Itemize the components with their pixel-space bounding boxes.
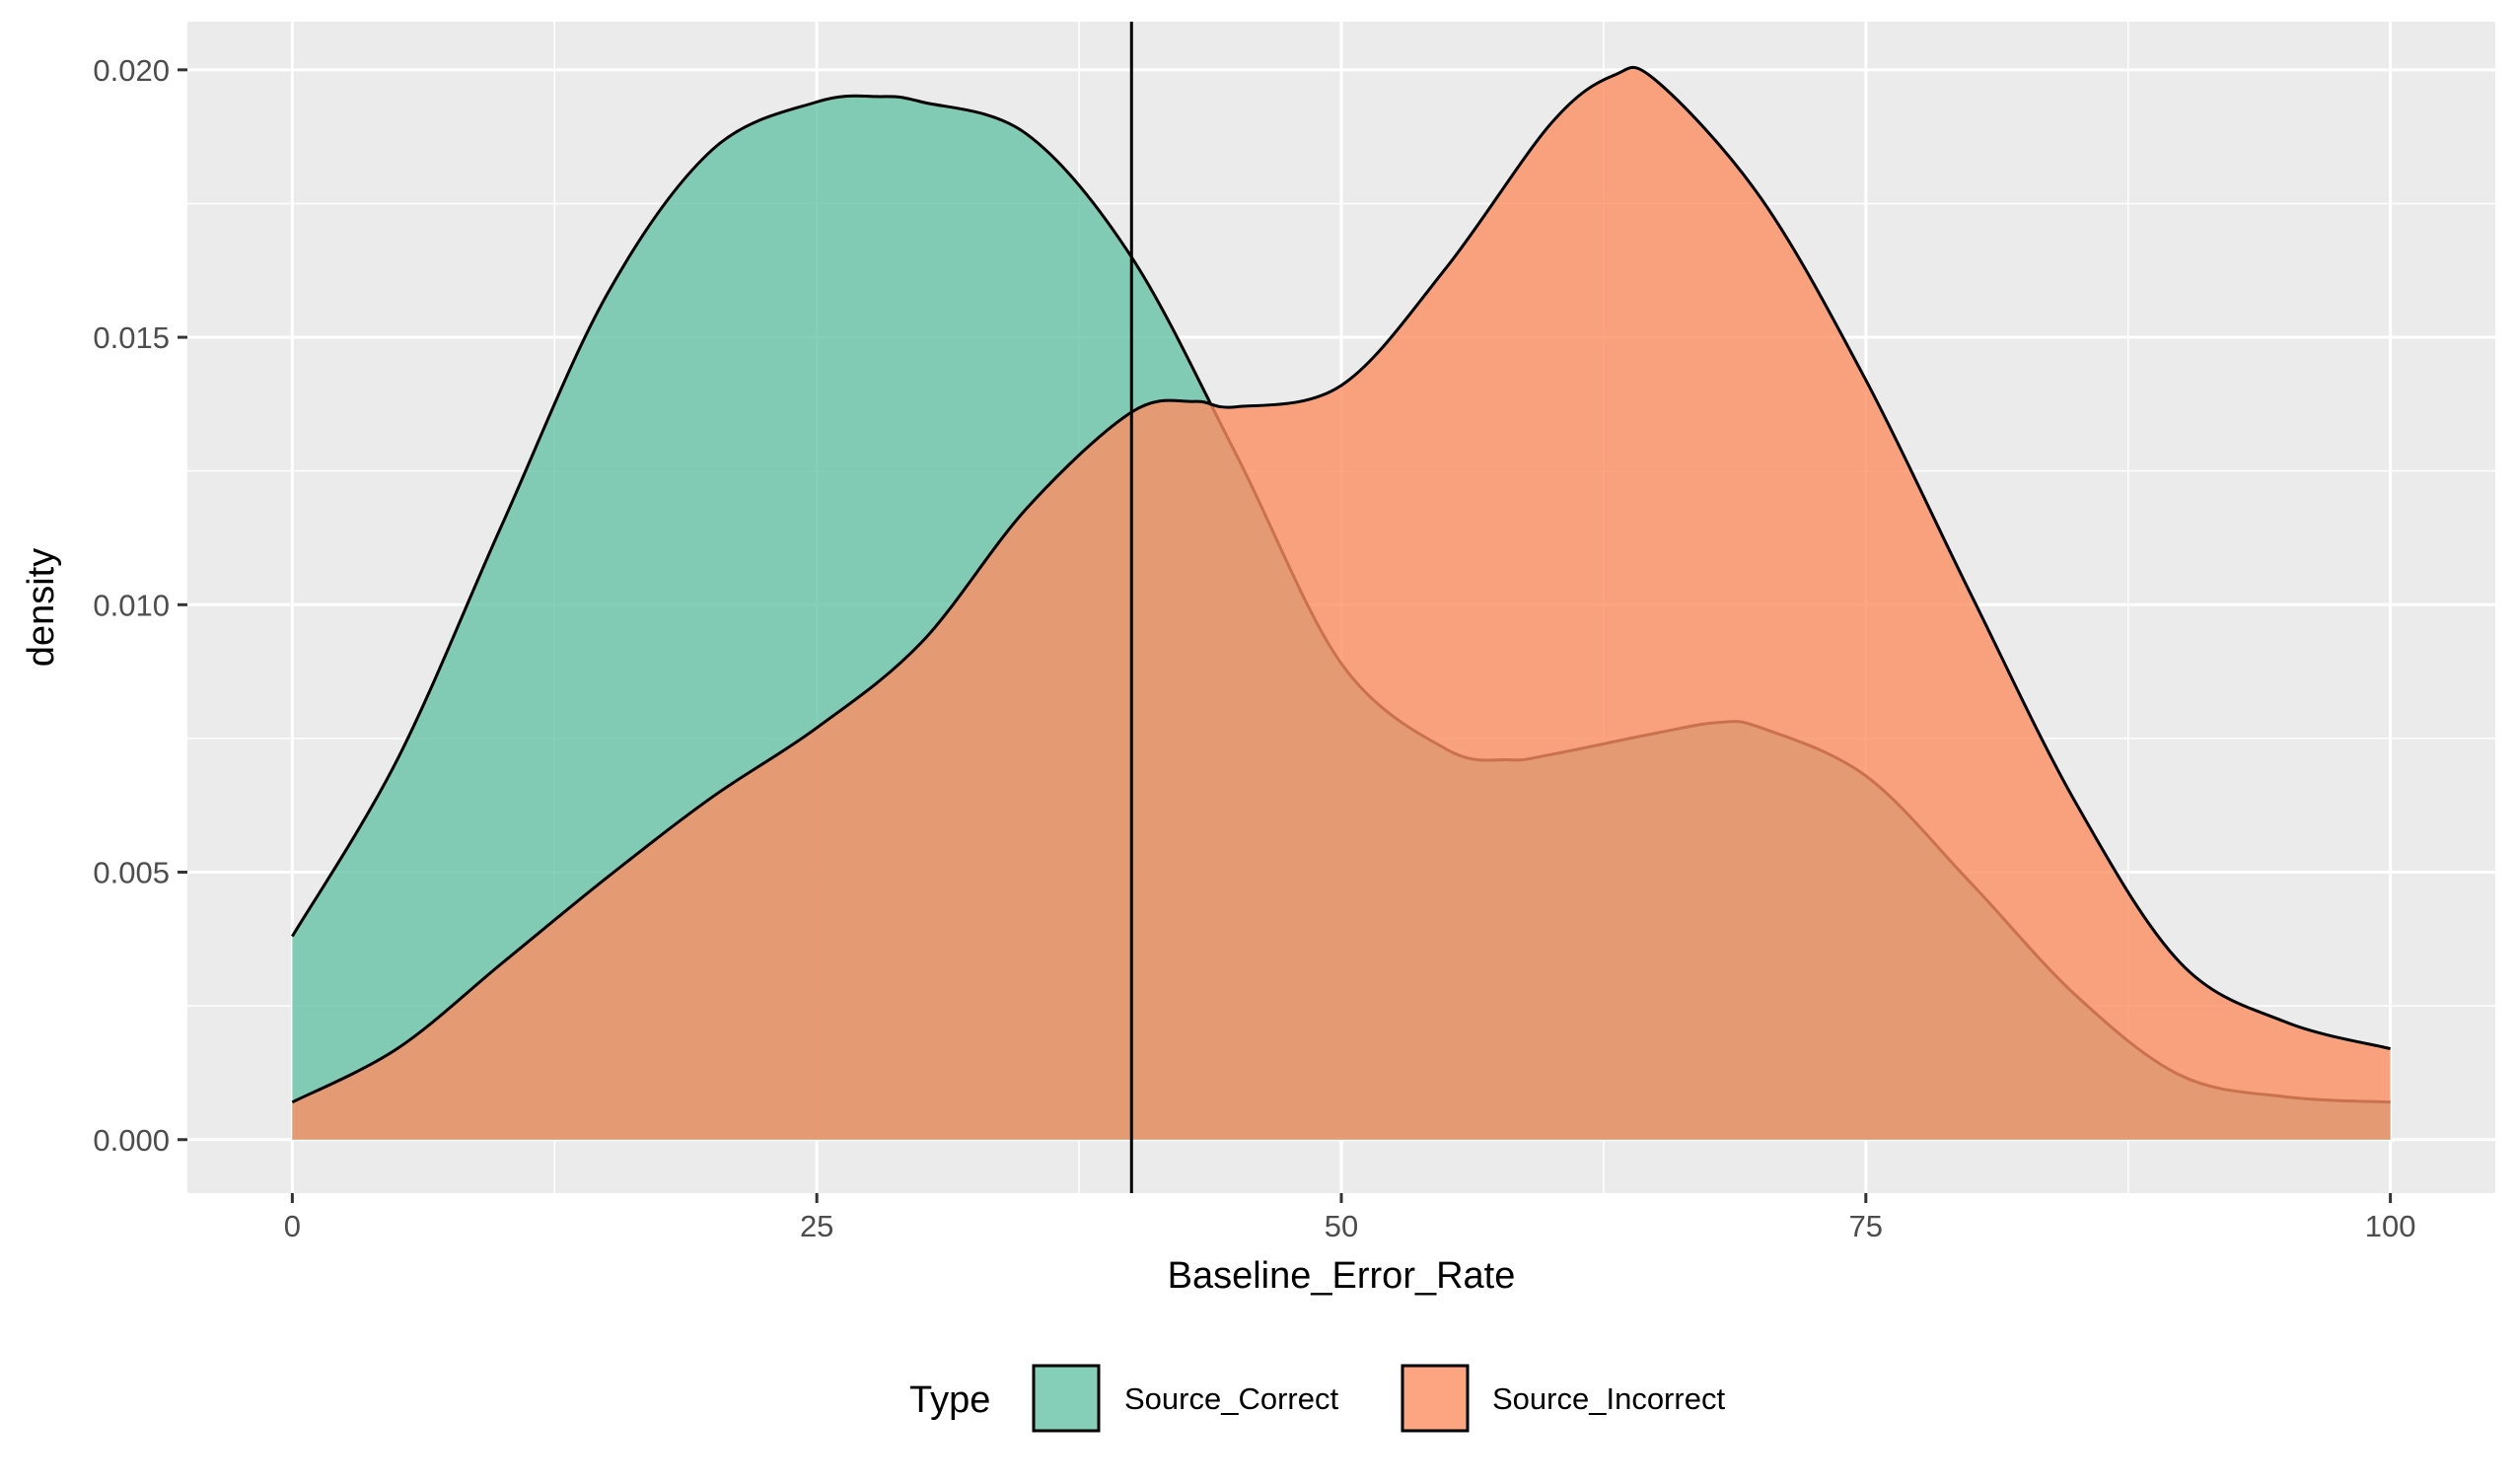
x-tick-label: 0 [284, 1209, 301, 1243]
y-tick-label: 0.010 [93, 588, 170, 622]
x-tick-label: 50 [1325, 1209, 1358, 1243]
legend: Type Source_Correct Source_Incorrect [909, 1364, 1725, 1433]
y-axis: 0.000 0.005 0.010 0.015 0.020 [93, 53, 187, 1158]
x-tick-label: 75 [1849, 1209, 1883, 1243]
legend-key-source-correct [1032, 1364, 1101, 1433]
y-tick-label: 0.000 [93, 1123, 170, 1158]
series-layer [291, 65, 2392, 1140]
x-tick-label: 25 [800, 1209, 833, 1243]
legend-key-source-incorrect [1401, 1364, 1470, 1433]
x-tick-label: 100 [2365, 1209, 2416, 1243]
density-area-source-incorrect [292, 67, 2391, 1140]
x-axis: 0 25 50 75 100 [284, 1193, 2416, 1243]
y-tick-label: 0.020 [93, 53, 170, 88]
x-axis-title: Baseline_Error_Rate [1168, 1255, 1516, 1297]
legend-label-source-correct: Source_Correct [1124, 1381, 1338, 1416]
y-tick-label: 0.015 [93, 320, 170, 355]
y-tick-label: 0.005 [93, 856, 170, 890]
y-axis-title: density [21, 548, 62, 667]
density-line-source-incorrect [291, 65, 2392, 1104]
legend-title: Type [909, 1379, 990, 1421]
legend-label-source-incorrect: Source_Incorrect [1492, 1381, 1725, 1416]
